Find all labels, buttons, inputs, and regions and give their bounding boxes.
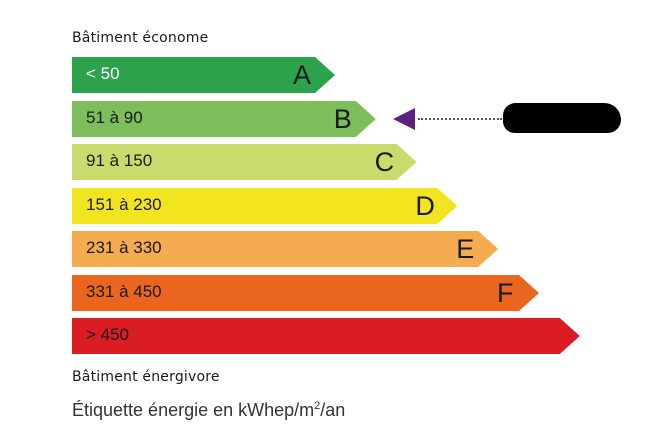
- top-caption: Bâtiment économe: [72, 30, 209, 46]
- class-range: 151 à 230: [86, 195, 162, 214]
- redacted-value: [503, 103, 621, 133]
- energy-class-b: 51 à 90 B: [72, 101, 376, 137]
- footer-sup: 2: [314, 400, 321, 412]
- class-letter: A: [293, 60, 312, 90]
- energy-class-e: 231 à 330 E: [72, 231, 499, 267]
- class-range: < 50: [86, 64, 120, 83]
- class-bar-shape: [72, 101, 376, 137]
- class-bar-shape: [72, 318, 580, 354]
- footer-suffix: /an: [320, 400, 346, 420]
- class-bar-shape: [72, 188, 458, 224]
- class-letter: D: [415, 191, 435, 221]
- bottom-caption: Bâtiment énergivore: [72, 369, 220, 385]
- class-bar-shape: [72, 144, 417, 180]
- indicator-dotted-line: [418, 118, 502, 120]
- class-bar-shape: [72, 57, 335, 93]
- class-range: 231 à 330: [86, 238, 162, 257]
- energy-class-a: < 50 A: [72, 57, 335, 93]
- class-bar-shape: [72, 275, 539, 311]
- footer-label: Étiquette énergie en kWhep/m2/an: [72, 400, 345, 421]
- class-letter: B: [333, 104, 352, 134]
- energy-class-f: 331 à 450 F: [72, 275, 539, 311]
- class-letter: C: [374, 147, 395, 177]
- energy-class-c: 91 à 150 C: [72, 144, 417, 180]
- class-range: 51 à 90: [86, 108, 143, 127]
- class-range: 91 à 150: [86, 151, 153, 170]
- energy-class-d: 151 à 230 D: [72, 188, 458, 224]
- class-bar-shape: [72, 231, 499, 267]
- class-range: 331 à 450: [86, 282, 162, 301]
- class-letter: E: [456, 234, 475, 264]
- footer-prefix: Étiquette énergie en kWhep/m: [72, 400, 315, 420]
- class-range: > 450: [86, 325, 130, 344]
- arrow-left-icon: [393, 108, 415, 130]
- energy-class-g: > 450: [72, 318, 580, 354]
- class-letter: F: [497, 278, 514, 308]
